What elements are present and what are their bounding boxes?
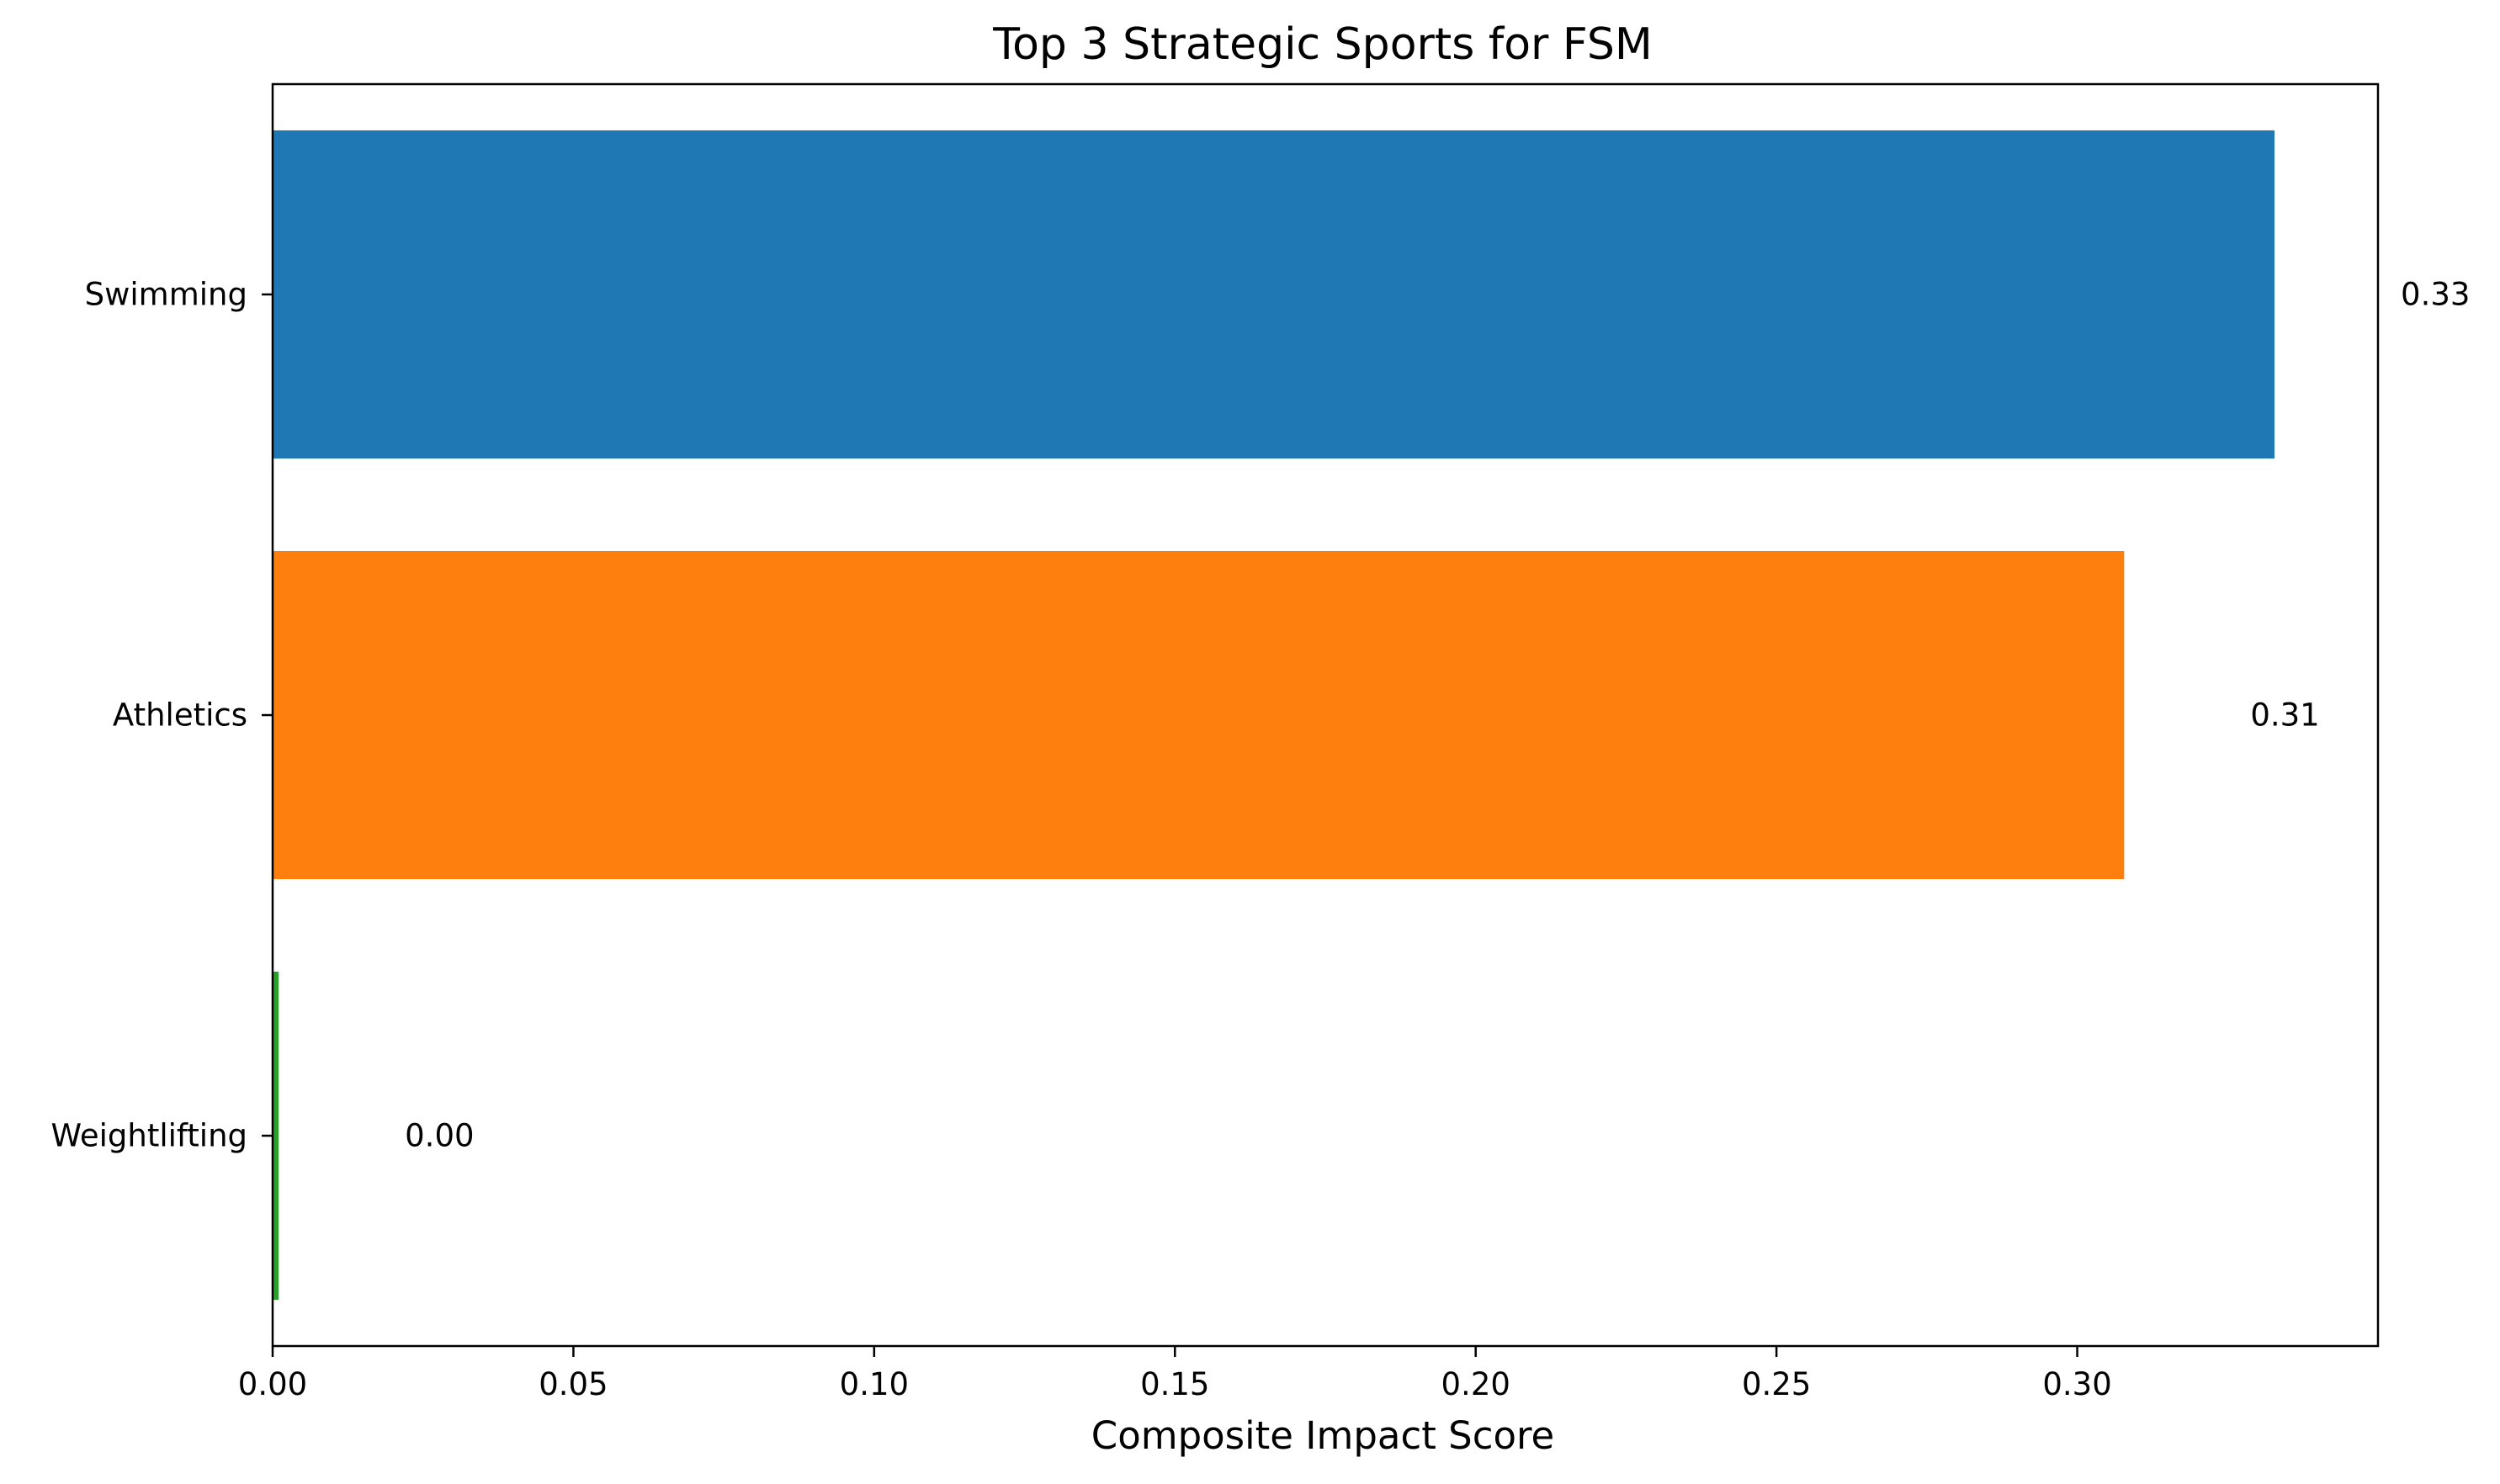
data-label-athletics: 0.31 <box>2250 697 2319 734</box>
data-label-swimming: 0.33 <box>2401 277 2470 313</box>
x-tick-label: 0.30 <box>2042 1366 2111 1402</box>
y-tick-label: Weightlifting <box>50 1118 247 1154</box>
x-tick-label: 0.00 <box>238 1366 307 1402</box>
data-labels-group: 0.33 0.31 0.00 <box>405 277 2470 1154</box>
data-label-weightlifting: 0.00 <box>405 1118 474 1154</box>
x-tick-label: 0.05 <box>539 1366 608 1402</box>
plot-frame <box>271 82 2380 1348</box>
x-tick-label: 0.15 <box>1140 1366 1209 1402</box>
y-tick-label: Athletics <box>113 697 247 734</box>
chart-title: Top 3 Strategic Sports for FSM <box>992 19 1653 70</box>
x-axis-label: Composite Impact Score <box>1091 1413 1554 1458</box>
x-tick-label: 0.10 <box>840 1366 909 1402</box>
bar-weightlifting <box>273 972 279 1300</box>
y-tick-label: Swimming <box>85 277 247 313</box>
x-axis: 0.00 0.05 0.10 0.15 0.20 0.25 0.30 <box>238 1346 2112 1402</box>
bar-athletics <box>273 551 2125 879</box>
x-tick-label: 0.20 <box>1441 1366 1510 1402</box>
bar-swimming <box>273 130 2275 458</box>
x-tick-label: 0.25 <box>1742 1366 1811 1402</box>
bars-group <box>273 130 2275 1300</box>
y-axis: Swimming Athletics Weightlifting <box>50 277 273 1154</box>
